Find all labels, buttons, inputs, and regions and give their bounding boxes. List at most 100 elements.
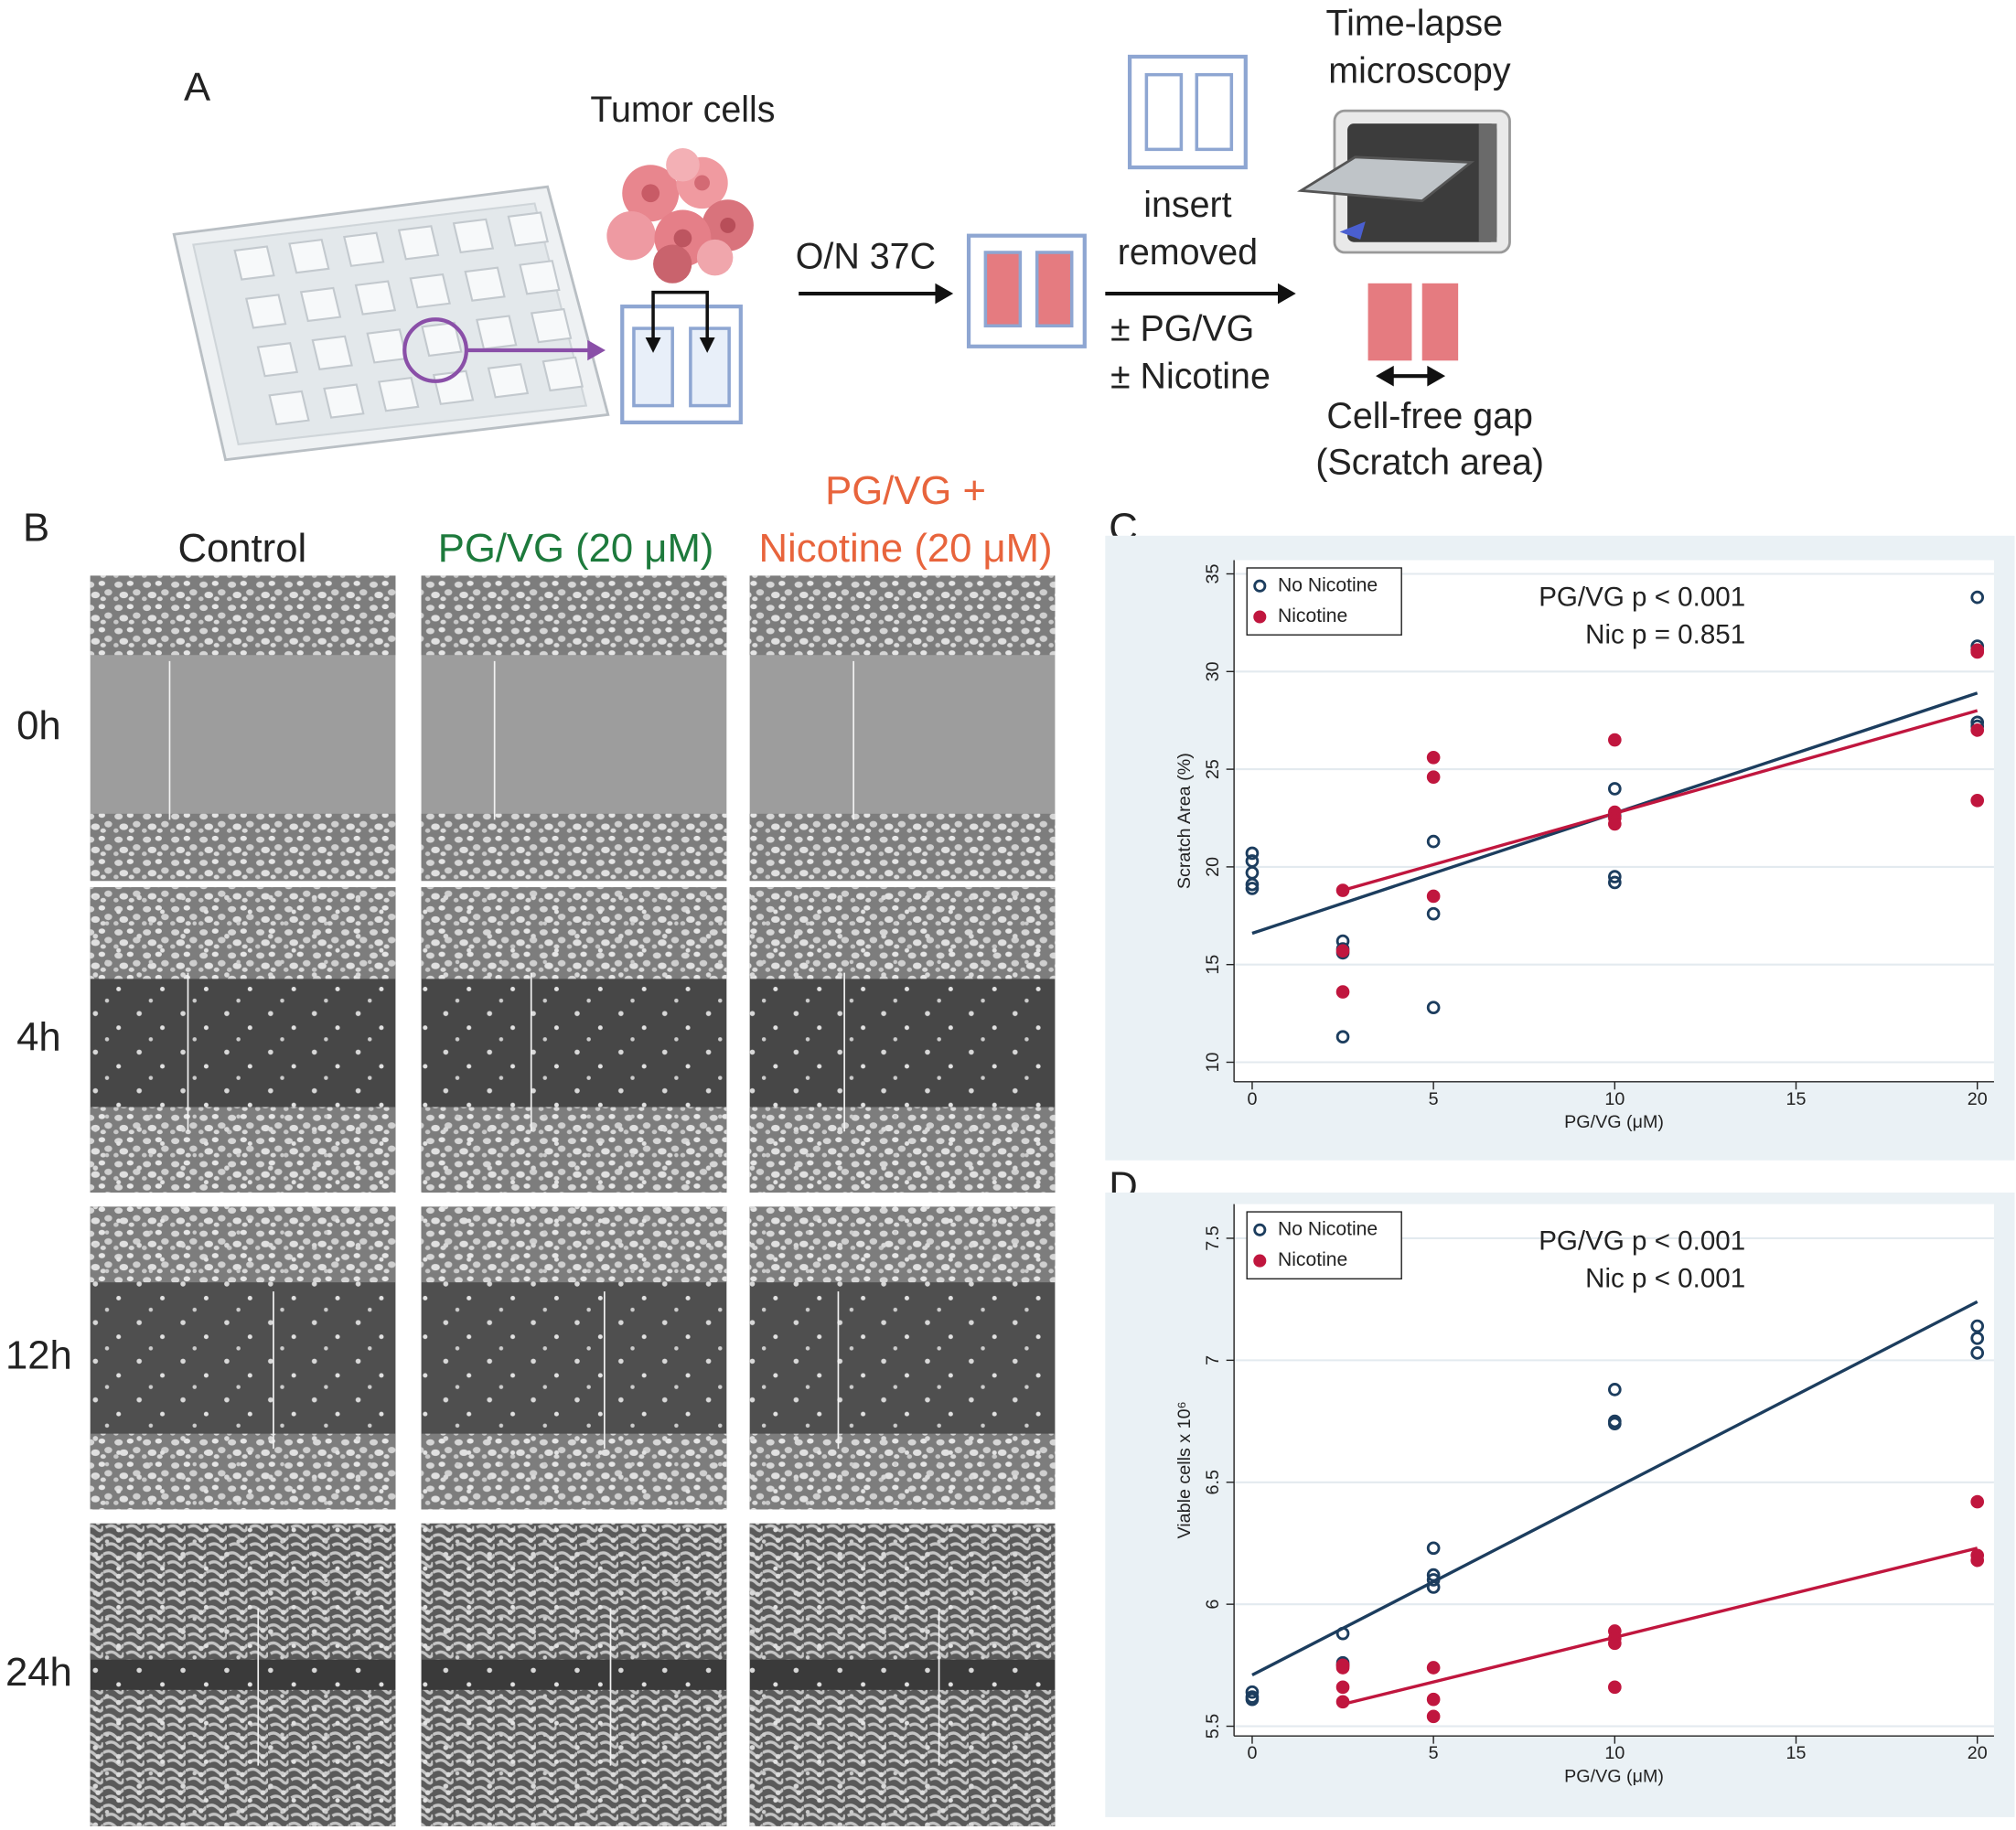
well — [323, 383, 365, 419]
data-point — [1970, 1346, 1985, 1360]
data-point — [1970, 793, 1985, 808]
y-tick-label: 7 — [1203, 1355, 1223, 1365]
annotation: PG/VG p < 0.001 — [1539, 583, 1745, 613]
row-label: 12h — [5, 1332, 72, 1377]
legend-marker — [1253, 579, 1267, 593]
legend-label: No Nicotine — [1278, 574, 1378, 595]
data-point — [1426, 750, 1441, 765]
data-point — [1335, 1030, 1350, 1044]
double-arrow — [1376, 365, 1446, 387]
label: O/N 37C — [796, 236, 936, 276]
x-tick-label: 5 — [1429, 1089, 1439, 1109]
cell-band — [749, 575, 1056, 656]
micrograph — [749, 1206, 1056, 1510]
x-tick-label: 20 — [1968, 1743, 1988, 1763]
cell-band — [90, 575, 396, 656]
well — [244, 294, 287, 329]
data-point — [1335, 883, 1350, 897]
label: insert — [1143, 185, 1231, 225]
y-tick-label: 15 — [1203, 955, 1223, 975]
cell-band — [421, 813, 727, 882]
well — [530, 307, 573, 344]
data-point — [1970, 590, 1985, 605]
data-point — [1608, 1680, 1622, 1695]
well — [487, 363, 530, 399]
data-point — [1426, 1573, 1441, 1587]
data-point — [1335, 1626, 1350, 1641]
label: (Scratch area) — [1315, 443, 1544, 483]
micrograph — [421, 887, 727, 1193]
data-point — [1608, 733, 1622, 747]
well — [421, 321, 463, 358]
data-point — [1608, 1636, 1622, 1651]
data-point — [1426, 906, 1441, 921]
well — [542, 356, 584, 392]
row-label: 24h — [5, 1650, 72, 1695]
legend-marker — [1253, 1223, 1267, 1236]
micrograph — [421, 1206, 727, 1510]
data-point — [1608, 1383, 1622, 1397]
cell-band — [749, 813, 1056, 882]
well — [464, 266, 506, 302]
row-label: 0h — [16, 703, 61, 748]
data-point — [1608, 875, 1622, 890]
micrograph — [90, 1523, 396, 1826]
well — [507, 211, 549, 247]
data-point — [1426, 1709, 1441, 1724]
well — [299, 286, 342, 323]
data-point — [1335, 944, 1350, 958]
label: removed — [1118, 232, 1258, 273]
micrograph — [749, 575, 1056, 882]
data-point — [1970, 1553, 1985, 1568]
row-label: 4h — [16, 1015, 61, 1060]
arrow-head — [935, 283, 954, 305]
micrograph — [90, 575, 396, 882]
scattered-cells — [749, 1523, 1056, 1826]
arrow-head — [1278, 283, 1296, 305]
x-tick-label: 15 — [1786, 1089, 1807, 1109]
micrograph — [749, 887, 1056, 1193]
x-tick-label: 5 — [1429, 1743, 1439, 1763]
data-point — [1245, 1685, 1260, 1699]
plate-inner — [192, 202, 588, 445]
x-tick-label: 0 — [1247, 1743, 1257, 1763]
well — [288, 238, 330, 274]
well-plate — [172, 185, 610, 462]
scattered-cells — [749, 1206, 1056, 1510]
well — [233, 245, 275, 281]
legend-label: Nicotine — [1278, 605, 1347, 626]
insert-seeded — [966, 233, 1087, 348]
legend-label: Nicotine — [1278, 1249, 1347, 1270]
panel-label: B — [23, 506, 49, 551]
insert-removed — [1127, 54, 1248, 170]
legend-box — [1246, 1211, 1402, 1280]
column-header: PG/VG (20 μM) — [438, 526, 714, 571]
cell-layer — [1367, 283, 1412, 361]
x-tick-label: 10 — [1604, 1089, 1625, 1109]
cell-layer — [1421, 283, 1459, 361]
y-tick-label: 20 — [1203, 857, 1223, 877]
y-axis-label: Viable cells x 10⁶ — [1174, 1401, 1195, 1538]
column-header: Control — [178, 526, 307, 571]
data-point — [1335, 1680, 1350, 1695]
data-point — [1426, 770, 1441, 784]
arrow-head — [587, 339, 606, 361]
y-tick-label: 10 — [1203, 1053, 1223, 1073]
data-point — [1970, 1332, 1985, 1345]
micrograph — [749, 1523, 1056, 1826]
well — [256, 341, 299, 378]
label: Time-lapse — [1326, 4, 1503, 44]
annotation: Nic p = 0.851 — [1585, 619, 1745, 649]
data-point — [1970, 645, 1985, 659]
data-point — [1245, 1692, 1260, 1707]
y-tick-label: 6.5 — [1203, 1470, 1223, 1494]
well — [354, 280, 397, 316]
data-point — [1970, 723, 1985, 737]
data-point — [1426, 1661, 1441, 1675]
scattered-cells — [421, 1523, 727, 1826]
y-tick-label: 35 — [1203, 564, 1223, 584]
label: Cell-free gap — [1326, 396, 1533, 436]
charts: 10 15 20 25 30 35 0 5 10 15 20 PG/VG (μM) Scratch Ar… — [1105, 535, 2015, 1817]
